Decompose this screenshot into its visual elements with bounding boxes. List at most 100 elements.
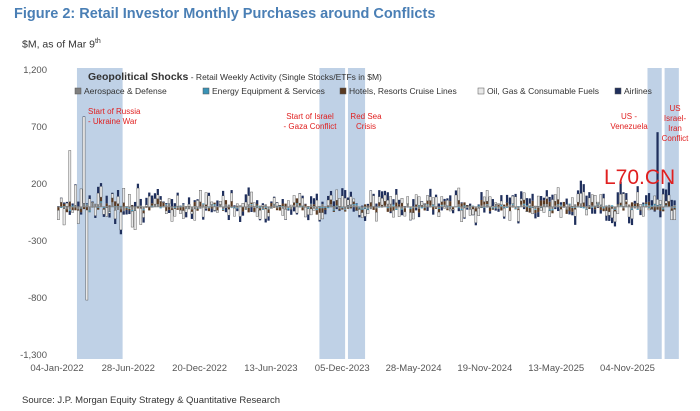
bar-segment <box>307 214 310 221</box>
bar-segment <box>605 215 608 221</box>
bar-segment <box>128 208 131 211</box>
bar-segment <box>210 201 214 205</box>
bar-segment <box>602 197 605 207</box>
bar-segment <box>113 210 117 220</box>
bar-segment <box>398 204 401 207</box>
bar-segment <box>173 206 176 209</box>
bar-segment <box>369 206 372 210</box>
bar-segment <box>466 207 469 210</box>
bar-segment <box>213 206 216 211</box>
period-label-line: - Gaza Conflict <box>284 122 338 131</box>
bar-segment <box>471 205 475 207</box>
bar-segment <box>582 191 586 203</box>
bar-segment <box>417 205 421 207</box>
bar-segment <box>375 206 378 209</box>
bar-segment <box>326 199 330 206</box>
bar-segment <box>460 203 463 207</box>
bar-segment <box>139 198 142 206</box>
bar-segment <box>522 203 526 205</box>
bar-segment <box>636 206 639 209</box>
bar-segment <box>511 195 514 197</box>
bar-segment <box>573 209 577 217</box>
bar-segment <box>377 196 381 203</box>
bar-segment <box>329 204 333 207</box>
bar-segment <box>534 213 537 219</box>
bar-segment <box>474 206 477 209</box>
bar-segment <box>477 204 480 206</box>
bar-segment <box>80 206 83 209</box>
bar-segment <box>165 206 168 211</box>
bar-segment <box>258 205 262 207</box>
bar-segment <box>423 206 426 208</box>
bar-segment <box>238 206 242 217</box>
bar-segment <box>312 198 316 205</box>
bar-segment <box>599 204 602 207</box>
bar-segment <box>173 203 176 207</box>
bar-segment <box>613 221 617 227</box>
bar-segment <box>389 196 392 205</box>
bar-segment <box>650 206 653 209</box>
bar-segment <box>349 191 353 197</box>
bar-segment <box>392 199 395 205</box>
bar-segment <box>221 209 225 211</box>
bar-segment <box>630 206 634 209</box>
bar-segment <box>210 206 213 209</box>
bar-segment <box>596 201 600 204</box>
x-tick-label: 04-Nov-2025 <box>600 363 655 374</box>
bar-segment <box>670 206 673 209</box>
bar-segment <box>318 208 321 213</box>
bar-segment <box>412 212 415 220</box>
bar-segment <box>446 200 449 207</box>
bar-segment <box>145 204 148 207</box>
bar-segment <box>514 193 517 197</box>
bar-segment <box>111 202 114 207</box>
bar-segment <box>131 209 134 212</box>
bar-segment <box>60 206 63 209</box>
bar-segment <box>156 189 159 195</box>
y-axis: 1,200 700 200 -300 -800 -1,300 <box>20 65 47 361</box>
bar-segment <box>267 212 270 217</box>
bar-segment <box>162 201 165 203</box>
bar-segment <box>335 206 338 210</box>
bar-segment <box>517 208 520 210</box>
bar-segment <box>500 195 503 202</box>
bar-segment <box>664 189 668 202</box>
bar-segment <box>185 206 188 209</box>
bar-segment <box>616 192 619 205</box>
bar-segment <box>380 205 384 207</box>
bar-segment <box>568 204 571 207</box>
bar-segment <box>239 216 242 222</box>
bar-segment <box>628 205 631 207</box>
bar-segment <box>122 206 125 212</box>
bar-segment <box>187 204 191 207</box>
bar-segment <box>62 206 66 209</box>
bar-segment <box>639 209 642 211</box>
bar-segment <box>261 209 264 211</box>
bar-segment <box>451 207 455 210</box>
bar-segment <box>659 206 662 212</box>
bar-segment <box>426 205 429 207</box>
bar-segment <box>420 201 424 206</box>
bar-segment <box>474 211 478 223</box>
bar-segment <box>168 209 171 214</box>
period-label-line: Crisis <box>356 122 376 131</box>
bar-segment <box>298 193 302 204</box>
bar-segment <box>167 198 171 204</box>
bar-segment <box>346 207 350 209</box>
bar-segment <box>645 195 648 203</box>
bar-segment <box>159 199 162 202</box>
x-tick-label: 20-Dec-2022 <box>172 363 227 374</box>
bar-segment <box>253 202 256 207</box>
bar-segment <box>613 208 617 210</box>
bar-segment <box>522 200 526 204</box>
bar-segment <box>202 217 205 220</box>
bar-segment <box>91 202 94 207</box>
bar-segment <box>290 206 293 210</box>
bar-segment <box>574 207 577 210</box>
bar-segment <box>400 203 404 207</box>
bar-segment <box>332 206 335 210</box>
bar-segment <box>372 206 375 210</box>
bar-segment <box>329 194 333 200</box>
bar-segment <box>207 195 211 207</box>
